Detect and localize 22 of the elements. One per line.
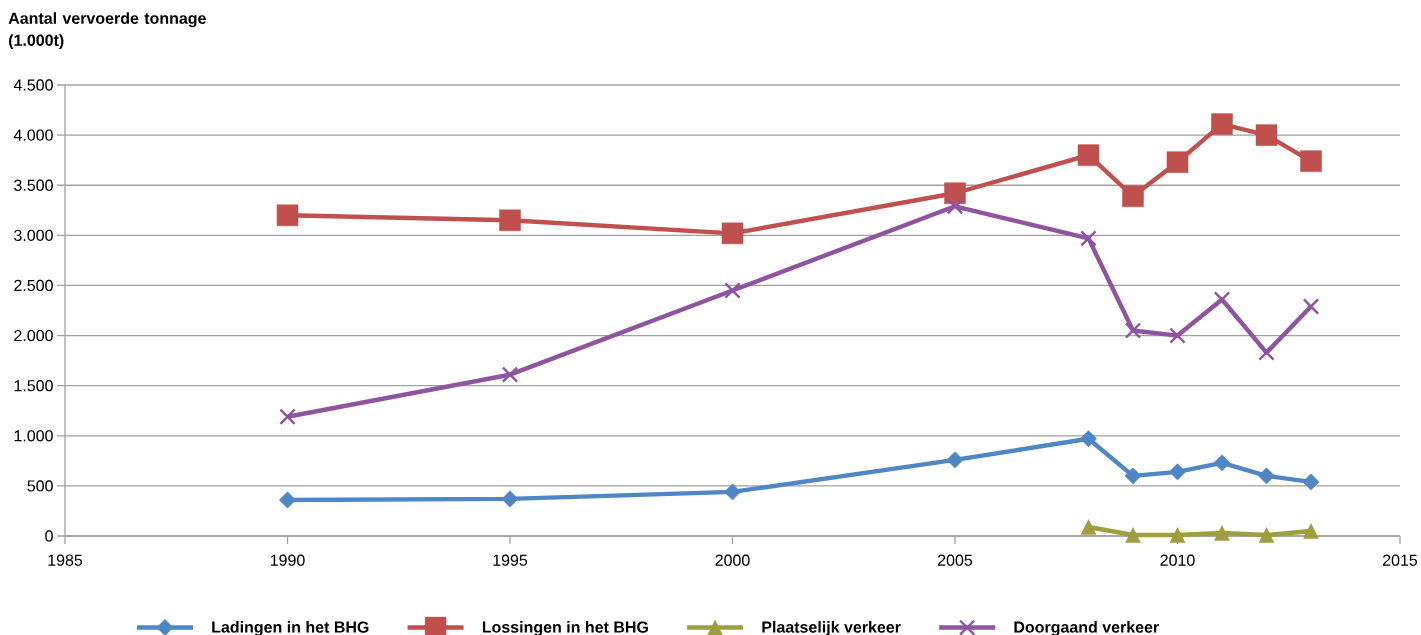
- y-tick-label: 3.000: [14, 229, 53, 242]
- legend-label: Lossingen in het BHG: [482, 621, 648, 635]
- x-tick-label: 2005: [937, 554, 973, 566]
- y-tick-label: 2.500: [14, 279, 53, 292]
- x-tick-label: 2015: [1382, 554, 1418, 566]
- legend-label: Plaatselijk verkeer: [762, 621, 901, 635]
- y-tick-label: 1.000: [14, 430, 53, 442]
- y-tick-label: 500: [27, 480, 53, 492]
- x-tick-label: 1985: [48, 554, 83, 566]
- x-tick-label: 1995: [493, 554, 528, 566]
- y-tick-label: 4.000: [13, 129, 53, 141]
- y-tick-label: 0: [45, 530, 53, 542]
- x-tick-label: 1990: [270, 554, 305, 566]
- legend-label: Doorgaand verkeer: [1014, 621, 1159, 635]
- y-tick-label: 1.500: [14, 380, 53, 392]
- x-tick-label: 2000: [715, 554, 750, 566]
- y-tick-label: 3.500: [14, 179, 53, 191]
- legend-label: Ladingen in het BHG: [212, 621, 369, 635]
- x-tick-label: 2010: [1160, 554, 1195, 566]
- y-tick-label: 2.000: [14, 329, 53, 342]
- y-tick-label: 4.500: [13, 79, 53, 91]
- y-axis-title: Aantal vervoerde tonnage (1.000t): [8, 12, 206, 50]
